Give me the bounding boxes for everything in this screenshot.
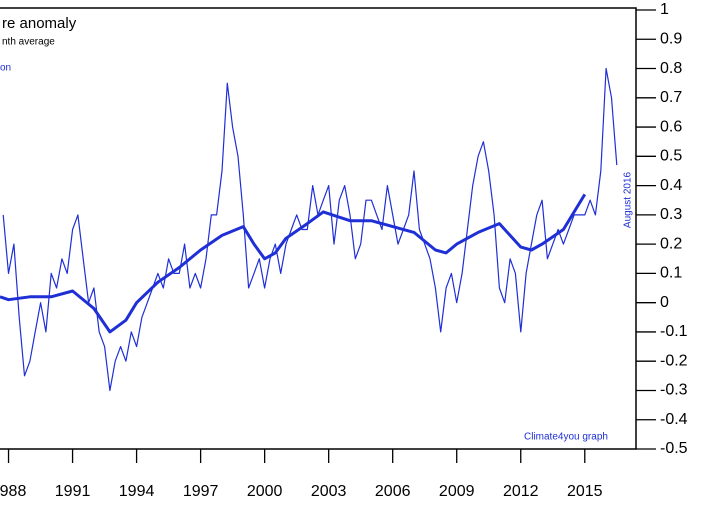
series-line [2, 67, 618, 392]
y-tick-label: 0.5 [660, 148, 682, 165]
x-tick-label: 2015 [567, 483, 603, 500]
y-tick-label: 0.1 [660, 265, 682, 282]
y-tick-label: -0.2 [660, 352, 688, 369]
chart-title: re anomaly [2, 15, 77, 32]
y-tick-label: 0.4 [660, 177, 682, 194]
plot-frame [0, 7, 637, 450]
y-tick-label: 1 [660, 1, 669, 18]
y-tick-label: 0.6 [660, 118, 682, 135]
y-tick-label: 0 [660, 294, 669, 311]
x-tick-label: 1988 [0, 483, 26, 500]
y-tick-label: 0.7 [660, 89, 682, 106]
y-tick-label: 0.3 [660, 206, 682, 223]
y-tick-label: -0.4 [660, 411, 688, 428]
plot-area [0, 67, 618, 392]
date-annotation: August 2016 [623, 171, 634, 228]
y-tick-label: -0.5 [660, 440, 688, 457]
x-tick-label: 2006 [375, 483, 411, 500]
y-tick-label: -0.1 [660, 323, 688, 340]
x-tick-label: 2012 [503, 483, 539, 500]
x-tick-label: 2000 [247, 483, 283, 500]
x-tick-label: 2009 [439, 483, 475, 500]
x-tick-label: 1991 [55, 483, 91, 500]
y-tick-label: 0.2 [660, 235, 682, 252]
series-line [0, 193, 587, 334]
legend-text: on [0, 63, 11, 74]
chart-subtitle: nth average [2, 37, 55, 48]
credit-annotation: Climate4you graph [524, 432, 608, 443]
y-tick-label: 0.9 [660, 30, 682, 47]
x-tick-label: 1994 [119, 483, 155, 500]
x-tick-label: 2003 [311, 483, 347, 500]
x-tick-label: 1997 [183, 483, 219, 500]
y-tick-label: 0.8 [660, 60, 682, 77]
y-tick-label: -0.3 [660, 382, 688, 399]
